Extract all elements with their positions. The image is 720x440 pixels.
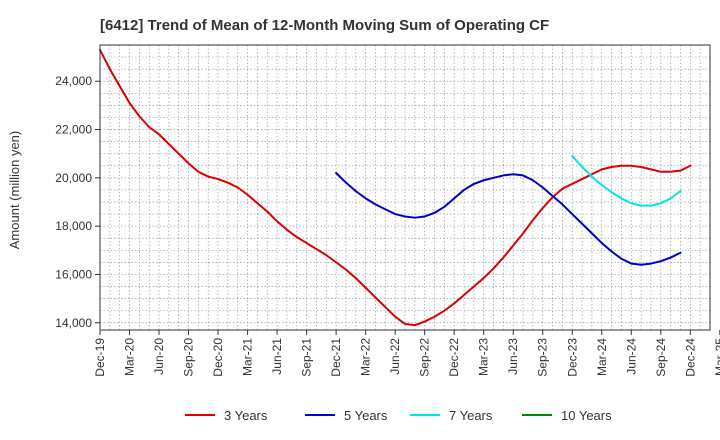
y-tick-label: 20,000 bbox=[55, 171, 92, 185]
chart-title: [6412] Trend of Mean of 12-Month Moving … bbox=[100, 17, 549, 34]
y-tick-label: 14,000 bbox=[55, 316, 92, 330]
x-tick-label: Dec-24 bbox=[683, 338, 697, 377]
legend-label-3-years: 3 Years bbox=[224, 408, 268, 423]
legend-label-10-years: 10 Years bbox=[561, 408, 612, 423]
x-tick-label: Sep-21 bbox=[300, 338, 314, 377]
x-tick-label: Sep-24 bbox=[654, 338, 668, 377]
x-tick-label: Mar-22 bbox=[359, 338, 373, 376]
x-tick-label: Mar-20 bbox=[123, 338, 137, 376]
x-tick-label: Sep-22 bbox=[418, 338, 432, 377]
x-tick-label: Dec-23 bbox=[565, 338, 579, 377]
x-tick-label: Sep-20 bbox=[182, 338, 196, 377]
x-tick-label: Mar-21 bbox=[241, 338, 255, 376]
x-tick-label: Jun-24 bbox=[624, 338, 638, 375]
y-axis-ticks: 14,000 16,000 18,000 20,000 22,000 24,000 bbox=[55, 74, 100, 330]
x-tick-label: Mar-24 bbox=[595, 338, 609, 376]
y-tick-label: 22,000 bbox=[55, 123, 92, 137]
x-tick-label: Sep-23 bbox=[536, 338, 550, 377]
x-tick-label: Mar-25 bbox=[713, 338, 720, 376]
legend-label-7-years: 7 Years bbox=[449, 408, 493, 423]
x-tick-label: Jun-20 bbox=[152, 338, 166, 375]
plot-border bbox=[99, 44, 711, 331]
y-tick-label: 24,000 bbox=[55, 74, 92, 88]
x-tick-label: Dec-20 bbox=[211, 338, 225, 377]
series-line-7-years bbox=[571, 155, 682, 207]
plot-area bbox=[100, 45, 710, 330]
legend-label-5-years: 5 Years bbox=[344, 408, 388, 423]
x-tick-label: Jun-23 bbox=[506, 338, 520, 375]
series-lines bbox=[99, 48, 692, 327]
y-tick-label: 16,000 bbox=[55, 267, 92, 281]
x-tick-label: Mar-23 bbox=[477, 338, 491, 376]
x-tick-label: Dec-21 bbox=[329, 338, 343, 377]
x-tick-label: Jun-21 bbox=[270, 338, 284, 375]
x-tick-label: Jun-22 bbox=[388, 338, 402, 375]
series-line-5-years bbox=[335, 172, 682, 266]
x-tick-label: Dec-22 bbox=[447, 338, 461, 377]
grid bbox=[99, 45, 711, 330]
series-line-3-years bbox=[99, 48, 692, 327]
legend: 3 Years 5 Years 7 Years 10 Years bbox=[185, 408, 612, 423]
x-tick-label: Dec-19 bbox=[93, 338, 107, 377]
y-tick-label: 18,000 bbox=[55, 219, 92, 233]
x-axis-ticks: Dec-19 Mar-20 Jun-20 Sep-20 Dec-20 Mar-21 Jun-… bbox=[93, 330, 720, 377]
y-axis-label: Amount (million yen) bbox=[7, 131, 22, 250]
